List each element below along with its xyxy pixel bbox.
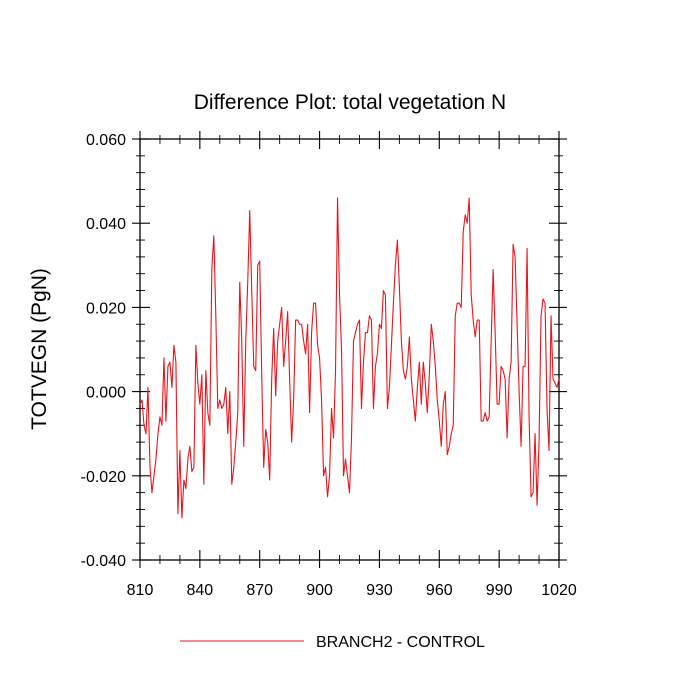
x-tick-label: 900: [306, 582, 333, 599]
y-tick-label: 0.040: [86, 216, 126, 233]
x-tick-label: 1020: [541, 582, 577, 599]
x-tick-label: 810: [127, 582, 154, 599]
axis-ticks: [132, 131, 567, 568]
plot-frame: [139, 138, 560, 561]
chart-title: Difference Plot: total vegetation N: [194, 91, 506, 114]
y-axis-label: TOTVEGN (PgN): [28, 268, 51, 430]
y-tick-label: -0.020: [81, 469, 126, 486]
y-tick-label: 0.000: [86, 385, 126, 402]
tick-labels: 810 840 870 900 930 960 990 1020 -0.040 -0.020 0.0…: [81, 132, 577, 599]
legend: BRANCH2 - CONTROL: [180, 634, 485, 651]
x-tick-label: 840: [187, 582, 214, 599]
x-tick-label: 870: [246, 582, 273, 599]
x-tick-label: 930: [366, 582, 393, 599]
legend-label-branch2-control: BRANCH2 - CONTROL: [316, 634, 485, 651]
series-line-branch2-control: [139, 197, 560, 519]
x-tick-label: 960: [426, 582, 453, 599]
series-layer: [139, 197, 560, 519]
y-tick-label: 0.020: [86, 300, 126, 317]
y-tick-label: -0.040: [81, 553, 126, 570]
x-tick-label: 990: [486, 582, 513, 599]
y-tick-label: 0.060: [86, 132, 126, 149]
